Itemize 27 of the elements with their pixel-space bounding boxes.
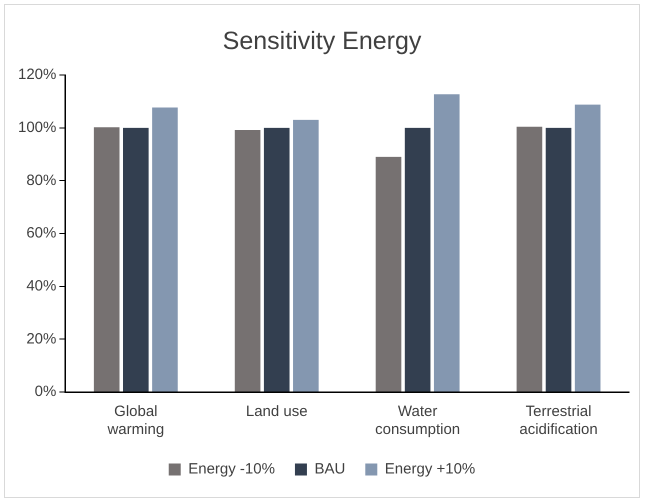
bar [574, 104, 600, 392]
y-tick-label: 120% [18, 66, 56, 84]
bar [293, 120, 319, 392]
y-tick-label: 40% [26, 277, 56, 294]
y-tick-label: 80% [26, 172, 56, 189]
bar [404, 128, 430, 392]
bar [546, 128, 572, 392]
bar [234, 130, 260, 392]
bar [264, 128, 290, 392]
x-tick-label: Terrestrial acidification [519, 403, 598, 438]
bar [94, 127, 120, 392]
legend-label: Energy +10% [384, 460, 476, 478]
x-tick-label: Global warming [106, 403, 164, 438]
bar [376, 156, 402, 392]
bar [152, 107, 178, 392]
bar [516, 126, 542, 392]
x-tick-label: Land use [246, 403, 308, 420]
bar [434, 94, 460, 392]
y-tick-label: 60% [26, 224, 56, 242]
bar [123, 128, 149, 392]
y-tick-label: 20% [26, 330, 56, 348]
chart-title: Sensitivity Energy [222, 26, 422, 55]
legend-label: BAU [314, 460, 346, 478]
legend-label: Energy -10% [188, 460, 275, 478]
y-tick-label: 100% [18, 118, 56, 136]
x-tick-label: Water consumption [375, 403, 460, 438]
y-tick-label: 0% [34, 383, 56, 400]
